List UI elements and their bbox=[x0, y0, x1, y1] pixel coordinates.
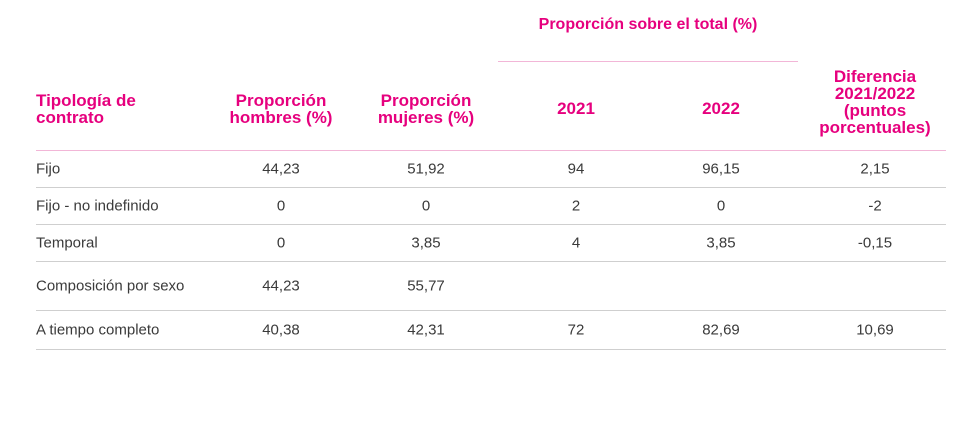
cell-2022: 0 bbox=[716, 197, 726, 215]
header-2022: 2022 bbox=[702, 99, 740, 118]
row-label: Composición por sexo bbox=[36, 277, 185, 295]
row-label: Fijo bbox=[36, 160, 61, 178]
group-header-rule bbox=[498, 61, 798, 62]
table-row: Fijo - no indefinido 0 0 2 0 -2 bbox=[36, 188, 946, 225]
cell-2021: 2 bbox=[571, 197, 581, 215]
cell-hombres: 44,23 bbox=[262, 160, 300, 178]
cell-hombres: 40,38 bbox=[262, 321, 300, 339]
cell-2021: 94 bbox=[567, 160, 585, 178]
row-label: A tiempo completo bbox=[36, 321, 160, 339]
table-row: Temporal 0 3,85 4 3,85 -0,15 bbox=[36, 225, 946, 262]
cell-mujeres: 42,31 bbox=[407, 321, 445, 339]
header-diferencia: Diferencia 2021/2022 (puntos porcentuale… bbox=[819, 67, 931, 137]
row-label: Fijo - no indefinido bbox=[36, 197, 159, 215]
cell-hombres: 0 bbox=[276, 197, 286, 215]
cell-2021: 4 bbox=[571, 234, 581, 252]
cell-mujeres: 3,85 bbox=[411, 234, 441, 252]
cell-diferencia: -2 bbox=[868, 197, 882, 215]
header-tipologia: Tipología de contrato bbox=[36, 91, 136, 127]
cell-diferencia: 10,69 bbox=[856, 321, 894, 339]
cell-2022: 96,15 bbox=[702, 160, 740, 178]
table-row: Composición por sexo 44,23 55,77 bbox=[36, 262, 946, 311]
cell-hombres: 44,23 bbox=[262, 277, 300, 295]
cell-mujeres: 55,77 bbox=[407, 277, 445, 295]
cell-diferencia: -0,15 bbox=[857, 234, 893, 252]
header-rule bbox=[36, 150, 946, 151]
row-label: Temporal bbox=[36, 234, 98, 252]
cell-mujeres: 51,92 bbox=[407, 160, 445, 178]
header-2021: 2021 bbox=[557, 99, 595, 118]
header-hombres: Proporción hombres (%) bbox=[229, 91, 333, 127]
header-mujeres: Proporción mujeres (%) bbox=[377, 91, 475, 127]
cell-2021: 72 bbox=[567, 321, 585, 339]
table-row: Fijo 44,23 51,92 94 96,15 2,15 bbox=[36, 151, 946, 188]
cell-2022: 82,69 bbox=[702, 321, 740, 339]
cell-mujeres: 0 bbox=[421, 197, 431, 215]
cell-2022: 3,85 bbox=[706, 234, 736, 252]
cell-diferencia: 2,15 bbox=[860, 160, 890, 178]
group-header-total-proportion: Proporción sobre el total (%) bbox=[538, 16, 758, 33]
table-row: A tiempo completo 40,38 42,31 72 82,69 1… bbox=[36, 311, 946, 350]
cell-hombres: 0 bbox=[276, 234, 286, 252]
